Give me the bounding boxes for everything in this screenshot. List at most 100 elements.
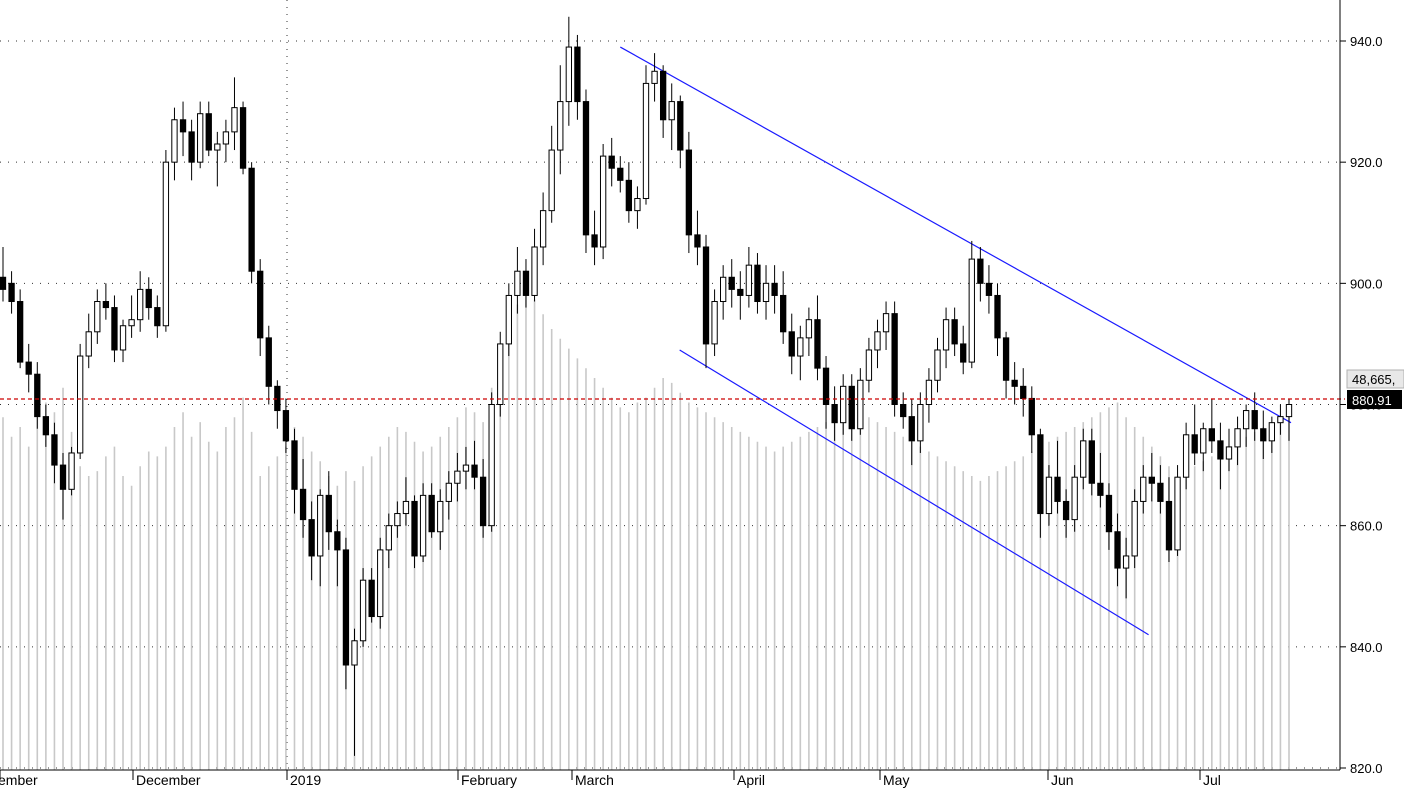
candle-body [685,149,693,236]
x-tick-label: Jun [1051,772,1074,788]
candle-down [702,234,710,369]
candle-down [1114,513,1121,587]
candle-up [1285,398,1293,441]
candle-body [865,349,873,381]
candle-body [668,101,675,121]
candle-body [291,440,298,490]
candle-body [34,373,41,418]
x-tick-label: April [737,772,765,788]
candle-body [479,476,487,527]
candle-body [394,513,401,527]
candle-body [737,288,744,296]
candle-body [1028,397,1035,436]
candle-up [1182,422,1190,490]
candle-down [608,137,615,187]
candle-up [968,240,975,369]
candle-up [651,53,658,102]
candle-down [34,362,41,429]
candle-body [351,640,358,666]
trendline [619,46,1292,424]
candle-body [419,494,427,557]
candle-body [1037,434,1044,515]
candle-body [428,494,435,533]
candle-body [308,519,315,557]
candle-body [599,155,607,248]
candle-up [317,489,324,587]
candle-up [419,483,427,563]
candle-body [1217,440,1224,460]
candle-body [1191,434,1198,454]
candle-body [951,319,958,345]
candle-up [1122,537,1130,599]
candle-up [1225,428,1233,472]
candle-body [711,301,718,345]
candle-up [599,143,607,260]
x-tick-label: 2019 [290,772,321,788]
candle-body [797,337,804,357]
candle-body [908,416,915,442]
candle-down [685,131,693,254]
candle-body [960,343,967,363]
candle-down [591,210,598,266]
candle-down [1148,452,1155,502]
candle-up [162,150,170,332]
y-tick-label: 860.0 [1350,519,1383,534]
candle-up [1234,416,1241,466]
candle-body [1054,476,1061,502]
candle-body [874,331,881,351]
candle-down [908,398,915,466]
candle-up [865,337,873,393]
candle-down [179,101,187,157]
candle-body [377,549,384,618]
candle-body [1242,410,1250,430]
candle-down [257,259,264,357]
candle-body [1011,379,1018,387]
candle-body [488,404,495,527]
candle-up [77,343,84,460]
y-tick-label: 820.0 [1350,761,1383,776]
candle-body [720,276,727,303]
volume-label: 48,665, [1346,369,1404,389]
candle-down [411,495,418,569]
candle-up [454,452,461,502]
candle-body [1285,404,1293,418]
y-tick-label: 900.0 [1350,276,1383,291]
candle-down [282,398,290,453]
candle-up [745,246,753,308]
candle-down [659,65,667,138]
candle-body [994,294,1001,339]
candle-body [582,101,590,236]
candle-up [1242,404,1250,447]
candle-body [882,313,890,333]
candle-up [1045,465,1053,526]
candle-down [891,301,898,417]
candle-body [317,494,324,557]
last-price-text: 880.91 [1352,393,1392,408]
candle-body [1234,428,1241,448]
candle-down [848,374,855,441]
candle-body [780,294,787,333]
candle-body [1062,500,1070,521]
candle-down [42,404,50,447]
candle-body [754,264,761,303]
candle-up [1071,465,1078,532]
candle-body [762,282,770,303]
candle-body [942,319,950,351]
candle-body [119,325,127,351]
candle-body [454,470,461,484]
candle-body [917,404,924,442]
trendline [679,349,1149,636]
candle-body [1122,555,1130,569]
candle-body [51,434,58,466]
candle-body [171,119,178,163]
candle-down [994,283,1001,357]
candle-down [1208,398,1215,453]
candle-body [162,161,170,327]
last-price-box [1347,389,1402,409]
candle-body [205,113,212,151]
trendline-layer [619,46,1292,636]
candle-up [917,392,924,453]
candle-down [1191,404,1198,466]
candle-body [1148,476,1155,484]
